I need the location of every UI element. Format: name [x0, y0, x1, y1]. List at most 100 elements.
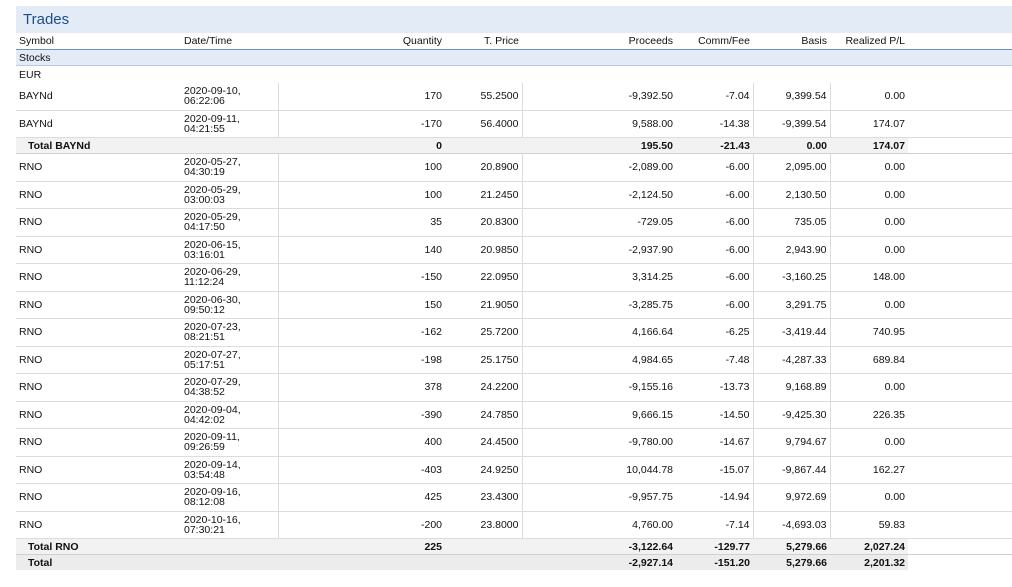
trade-time: 03:00:03	[184, 193, 225, 206]
basis-cell: -9,399.54	[752, 110, 831, 138]
basis-cell: -4,287.33	[752, 346, 831, 374]
proceeds-cell: -729.05	[522, 208, 676, 237]
basis-cell: 3,291.75	[752, 291, 831, 319]
trade-date: 2020-07-23,	[184, 321, 241, 334]
symbol-cell: RNO	[16, 346, 181, 374]
col-header-symbol[interactable]: Symbol	[16, 33, 181, 50]
trade-time: 11:12:24	[184, 276, 225, 289]
commfee-cell: -6.00	[676, 208, 753, 237]
col-header-commfee[interactable]: Comm/Fee	[676, 33, 753, 50]
price-cell: 56.4000	[445, 110, 523, 138]
trade-time: 09:50:12	[184, 303, 225, 316]
trade-date: 2020-05-29,	[184, 183, 241, 196]
datetime-cell: 2020-06-30, 09:50:12	[181, 291, 279, 319]
price-cell: 22.0950	[445, 263, 523, 292]
subtotal-basis: 5,279.66	[753, 538, 830, 555]
grand-total-realized-pl: 2,201.32	[830, 554, 908, 570]
grand-total-basis: 5,279.66	[753, 554, 830, 570]
trade-time: 09:26:59	[184, 441, 225, 454]
subtotal-realized-pl: 2,027.24	[830, 538, 908, 555]
trade-date: 2020-05-29,	[184, 211, 241, 224]
price-cell: 21.9050	[445, 291, 523, 319]
trade-time: 04:38:52	[184, 386, 225, 399]
spacer-cell	[908, 208, 1012, 237]
spacer-cell	[908, 401, 1012, 429]
price-cell: 20.8300	[445, 208, 523, 237]
table-row: RNO 2020-10-16, 07:30:21 -200 23.8000 4,760.0…	[16, 511, 1012, 539]
proceeds-cell: 4,166.64	[522, 318, 676, 347]
grand-total-commfee: -151.20	[676, 554, 753, 570]
quantity-cell: 100	[278, 153, 445, 182]
datetime-cell: 2020-06-15, 03:16:01	[181, 236, 279, 264]
commfee-cell: -6.25	[676, 318, 753, 347]
basis-cell: -3,419.44	[752, 318, 831, 347]
table-row: RNO 2020-06-29, 11:12:24 -150 22.0950 3,314.2…	[16, 263, 1012, 292]
col-header-basis[interactable]: Basis	[753, 33, 830, 50]
commfee-cell: -14.38	[676, 110, 753, 138]
symbol-cell: RNO	[16, 263, 181, 292]
basis-cell: 2,130.50	[752, 181, 831, 209]
trade-time: 04:42:02	[184, 413, 225, 426]
datetime-cell: 2020-10-16, 07:30:21	[181, 511, 279, 539]
table-row: RNO 2020-09-04, 04:42:02 -390 24.7850 9,666.1…	[16, 401, 1012, 429]
basis-cell: -9,867.44	[752, 456, 831, 484]
symbol-cell: RNO	[16, 373, 181, 402]
trade-date: 2020-05-27,	[184, 156, 241, 169]
trade-date: 2020-09-16,	[184, 486, 241, 499]
grand-total-price-empty	[445, 554, 522, 570]
subtotal-basis: 0.00	[753, 137, 830, 154]
realized-pl-cell: 0.00	[830, 483, 908, 512]
col-header-tprice[interactable]: T. Price	[445, 33, 522, 50]
col-header-quantity[interactable]: Quantity	[278, 33, 445, 50]
datetime-cell: 2020-07-29, 04:38:52	[181, 373, 279, 402]
commfee-cell: -6.00	[676, 291, 753, 319]
grand-total-row: Total -2,927.14 -151.20 5,279.66 2,201.32	[16, 554, 1012, 570]
trade-date: 2020-09-14,	[184, 458, 241, 471]
commfee-cell: -14.94	[676, 483, 753, 512]
col-header-datetime[interactable]: Date/Time	[181, 33, 278, 50]
realized-pl-cell: 740.95	[830, 318, 908, 347]
symbol-cell: RNO	[16, 208, 181, 237]
table-row: RNO 2020-07-27, 05:17:51 -198 25.1750 4,984.6…	[16, 346, 1012, 374]
table-row: RNO 2020-07-29, 04:38:52 378 24.2200 -9,155.1…	[16, 373, 1012, 402]
trade-time: 03:54:48	[184, 468, 225, 481]
symbol-cell: RNO	[16, 483, 181, 512]
price-cell: 24.4500	[445, 428, 523, 457]
col-header-realized[interactable]: Realized P/L	[830, 33, 908, 50]
spacer-cell	[908, 483, 1012, 512]
price-cell: 25.1750	[445, 346, 523, 374]
commfee-cell: -7.48	[676, 346, 753, 374]
basis-cell: -9,425.30	[752, 401, 831, 429]
trades-panel: Trades Symbol Date/Time Quantity T. Pric…	[16, 6, 1012, 570]
table-row: RNO 2020-05-29, 04:17:50 35 20.8300 -729.05 -6…	[16, 208, 1012, 237]
realized-pl-cell: 689.84	[830, 346, 908, 374]
grand-total-proceeds: -2,927.14	[522, 554, 676, 570]
quantity-cell: 378	[278, 373, 445, 402]
section-label: Stocks	[16, 49, 1012, 66]
col-header-proceeds[interactable]: Proceeds	[522, 33, 676, 50]
datetime-cell: 2020-09-10, 06:22:06	[181, 83, 279, 111]
subtotal-proceeds: 195.50	[522, 137, 676, 154]
price-cell: 23.8000	[445, 511, 523, 539]
trade-time: 04:30:19	[184, 166, 225, 179]
subtotal-commfee: -129.77	[676, 538, 753, 555]
spacer-cell	[908, 110, 1012, 138]
spacer-cell	[908, 236, 1012, 264]
symbol-cell: RNO	[16, 401, 181, 429]
trade-time: 07:30:21	[184, 523, 225, 536]
col-header-spacer	[908, 33, 1012, 50]
realized-pl-cell: 0.00	[830, 236, 908, 264]
realized-pl-cell: 0.00	[830, 373, 908, 402]
grand-total-label: Total	[16, 554, 278, 570]
quantity-cell: 35	[278, 208, 445, 237]
spacer-cell	[908, 346, 1012, 374]
proceeds-cell: 4,760.00	[522, 511, 676, 539]
spacer-cell	[908, 511, 1012, 539]
spacer-cell	[908, 538, 1012, 555]
proceeds-cell: -9,780.00	[522, 428, 676, 457]
basis-cell: 2,943.90	[752, 236, 831, 264]
table-row: RNO 2020-05-27, 04:30:19 100 20.8900 -2,089.0…	[16, 153, 1012, 182]
price-cell: 24.9250	[445, 456, 523, 484]
datetime-cell: 2020-06-29, 11:12:24	[181, 263, 279, 292]
price-cell: 24.2200	[445, 373, 523, 402]
